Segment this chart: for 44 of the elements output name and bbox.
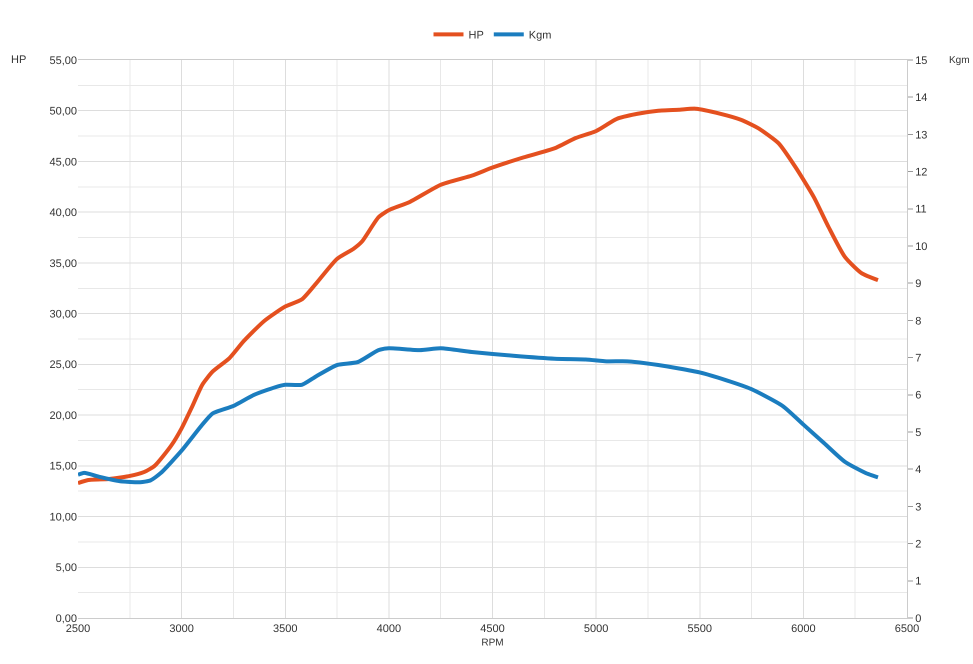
- y2-tick-label: 7: [915, 352, 922, 364]
- x-axis-title: RPM: [481, 638, 504, 649]
- x-tick-label: 6500: [894, 623, 920, 636]
- y2-tick-label: 2: [915, 538, 922, 550]
- y-tick-label: 35,00: [49, 258, 77, 270]
- x-tick-label: 4000: [376, 623, 402, 636]
- y-tick-label: 0,00: [56, 612, 77, 625]
- x-tick-label: 5000: [584, 623, 608, 636]
- y-tick-label: 15,00: [49, 460, 77, 473]
- y2-tick-label: 13: [915, 129, 928, 142]
- y2-tick-label: 9: [915, 278, 922, 290]
- y-tick-label: 55,00: [49, 54, 77, 67]
- x-tick-label: 5500: [688, 623, 712, 636]
- y-tick-label: 30,00: [49, 308, 77, 320]
- y-tick-label: 5,00: [56, 562, 77, 574]
- y-tick-label: 10,00: [49, 511, 77, 524]
- y2-tick-label: 14: [915, 92, 928, 104]
- line-series: [78, 346, 880, 484]
- y2-tick-label: 11: [915, 204, 927, 216]
- y2-tick-label: 15: [915, 54, 928, 67]
- x-tick-label: 3500: [273, 623, 298, 636]
- x-tick-label: 4500: [480, 623, 505, 636]
- y2-tick-label: 12: [915, 166, 928, 178]
- line-series: [78, 106, 880, 486]
- x-tick-label: 6000: [791, 623, 816, 636]
- y2-tick-label: 0: [915, 612, 922, 625]
- y2-tick-label: 5: [915, 426, 922, 439]
- y2-tick-label: 4: [915, 464, 922, 476]
- x-tick-label: 3000: [169, 623, 194, 636]
- y-tick-label: 50,00: [49, 106, 77, 118]
- legend-label: HP: [468, 30, 484, 42]
- y2-tick-label: 10: [915, 240, 928, 253]
- y2-tick-label: 3: [915, 501, 922, 514]
- legend-label: Kgm: [528, 30, 552, 42]
- y-tick-label: 45,00: [49, 156, 77, 168]
- y-tick-label: 20,00: [49, 410, 77, 422]
- y-tick-label: 40,00: [49, 207, 77, 220]
- y2-tick-label: 6: [915, 390, 922, 402]
- y2-axis-title: Kgm: [949, 55, 970, 66]
- x-tick-label: 2500: [66, 623, 90, 636]
- y2-tick-label: 8: [915, 315, 922, 328]
- y-tick-label: 25,00: [49, 359, 77, 372]
- y2-tick-label: 1: [915, 576, 922, 588]
- y-axis-title: HP: [11, 54, 26, 66]
